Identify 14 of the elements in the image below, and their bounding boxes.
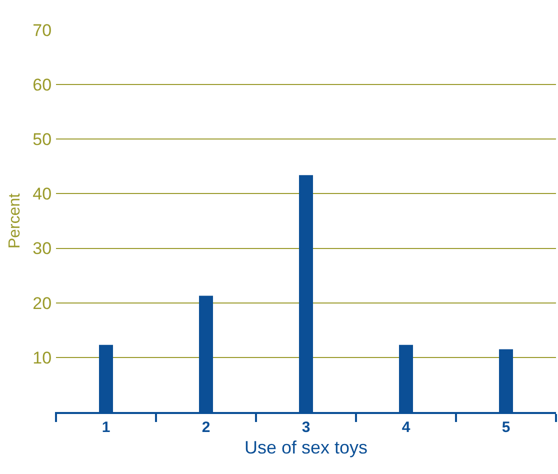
x-tick-label: 3 (302, 419, 310, 436)
y-tick-label: 30 (32, 239, 52, 258)
x-tick-label: 1 (102, 419, 110, 436)
y-tick-label: 60 (32, 76, 52, 95)
y-tick-label: 10 (32, 348, 52, 368)
x-tick-label: 5 (502, 419, 510, 436)
y-axis-title: Percent (6, 192, 24, 249)
x-tick-label: 2 (202, 419, 210, 436)
y-tick-label: 70 (32, 20, 52, 40)
x-axis-title: Use of sex toys (244, 438, 368, 458)
x-tick-label: 4 (402, 419, 411, 436)
y-tick-label: 40 (32, 184, 52, 204)
y-tick-label: 20 (32, 294, 52, 313)
y-tick-label: 50 (32, 130, 52, 150)
